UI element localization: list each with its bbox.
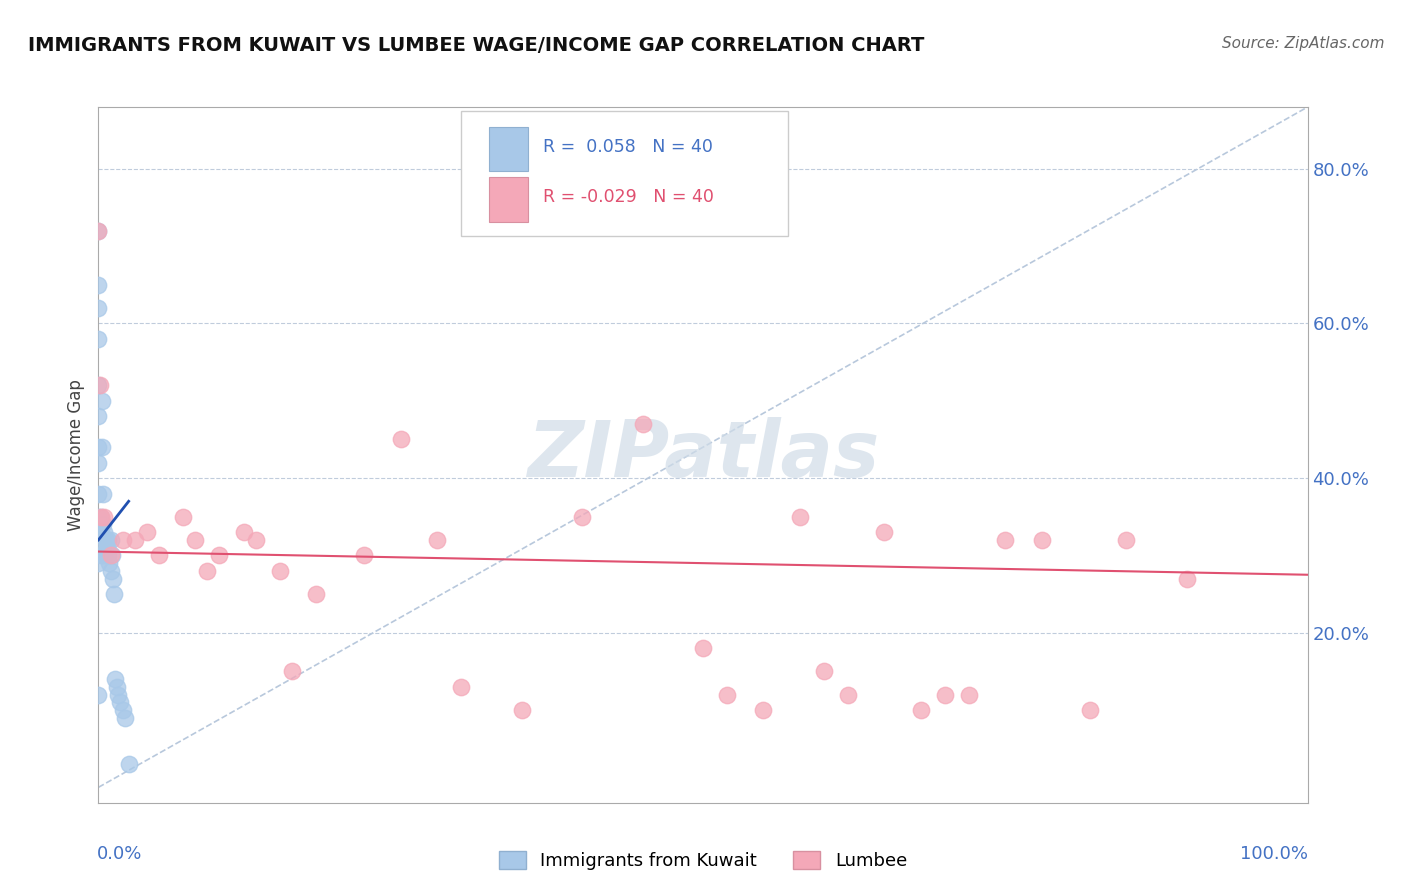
Point: [208, 549, 231, 563]
Point: [100, 549, 122, 563]
FancyBboxPatch shape: [461, 111, 787, 235]
Point: [184, 533, 207, 547]
Point: [195, 564, 218, 578]
Point: [103, 587, 125, 601]
Point: [100, 549, 122, 563]
Point: [1078, 703, 1101, 717]
Point: [87, 556, 110, 570]
Point: [90, 525, 112, 540]
Point: [97, 533, 120, 547]
Text: ZIPatlas: ZIPatlas: [527, 417, 879, 493]
Legend: Immigrants from Kuwait, Lumbee: Immigrants from Kuwait, Lumbee: [492, 844, 914, 877]
Point: [450, 680, 472, 694]
Point: [957, 688, 980, 702]
Point: [90, 509, 112, 524]
Point: [107, 688, 129, 702]
Point: [232, 525, 254, 540]
Point: [93, 549, 115, 563]
Point: [111, 533, 134, 547]
Point: [108, 695, 131, 709]
Point: [389, 433, 412, 447]
Point: [93, 509, 115, 524]
Point: [87, 525, 110, 540]
Point: [353, 549, 375, 563]
Text: IMMIGRANTS FROM KUWAIT VS LUMBEE WAGE/INCOME GAP CORRELATION CHART: IMMIGRANTS FROM KUWAIT VS LUMBEE WAGE/IN…: [28, 36, 925, 54]
Point: [89, 378, 111, 392]
Point: [90, 509, 112, 524]
Point: [245, 533, 267, 547]
Point: [105, 680, 128, 694]
Point: [148, 549, 170, 563]
Point: [98, 556, 121, 570]
Point: [87, 409, 110, 424]
Point: [91, 393, 114, 408]
Text: Source: ZipAtlas.com: Source: ZipAtlas.com: [1222, 36, 1385, 51]
Point: [111, 703, 134, 717]
Point: [837, 688, 859, 702]
Text: 100.0%: 100.0%: [1240, 846, 1308, 863]
Text: 0.0%: 0.0%: [97, 846, 142, 863]
Point: [94, 533, 117, 547]
Point: [789, 509, 811, 524]
Point: [87, 541, 110, 555]
Point: [571, 509, 593, 524]
Point: [135, 525, 157, 540]
Point: [93, 525, 115, 540]
Point: [87, 332, 110, 346]
Point: [90, 549, 112, 563]
Point: [91, 486, 114, 500]
Point: [100, 564, 122, 578]
Point: [1115, 533, 1137, 547]
Point: [716, 688, 738, 702]
Point: [87, 224, 110, 238]
Point: [87, 277, 110, 292]
Text: R =  0.058   N = 40: R = 0.058 N = 40: [543, 137, 713, 156]
Point: [1031, 533, 1053, 547]
Point: [994, 533, 1017, 547]
Point: [426, 533, 449, 547]
Point: [114, 711, 136, 725]
Point: [91, 440, 114, 454]
Point: [910, 703, 932, 717]
Point: [87, 509, 110, 524]
Point: [934, 688, 956, 702]
Point: [281, 665, 304, 679]
Point: [510, 703, 533, 717]
Point: [692, 641, 714, 656]
FancyBboxPatch shape: [489, 127, 527, 171]
Point: [118, 757, 141, 772]
Point: [91, 517, 114, 532]
Point: [124, 533, 146, 547]
Point: [97, 549, 120, 563]
Point: [631, 417, 654, 431]
Point: [813, 665, 835, 679]
FancyBboxPatch shape: [489, 178, 527, 222]
Point: [96, 541, 118, 555]
Y-axis label: Wage/Income Gap: Wage/Income Gap: [67, 379, 86, 531]
Point: [1175, 572, 1198, 586]
Point: [873, 525, 896, 540]
Point: [269, 564, 291, 578]
Text: R = -0.029   N = 40: R = -0.029 N = 40: [543, 188, 714, 206]
Point: [87, 688, 110, 702]
Point: [87, 301, 110, 315]
Point: [87, 440, 110, 454]
Point: [305, 587, 328, 601]
Point: [101, 572, 124, 586]
Point: [100, 533, 122, 547]
Point: [87, 456, 110, 470]
Point: [87, 224, 110, 238]
Point: [752, 703, 775, 717]
Point: [104, 672, 127, 686]
Point: [87, 378, 110, 392]
Point: [87, 486, 110, 500]
Point: [172, 509, 194, 524]
